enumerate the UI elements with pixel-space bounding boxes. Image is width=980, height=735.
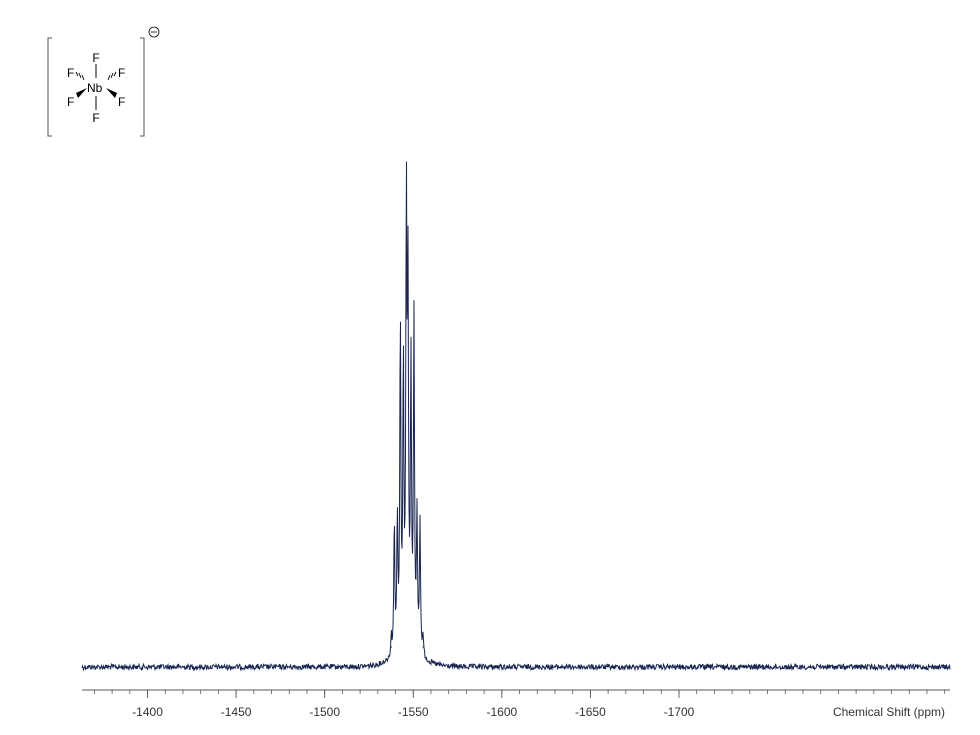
left-bracket bbox=[47, 37, 52, 137]
x-axis-major-ticks: -1400 -1450 -1500 -1550 -1600 -1650 -1700 bbox=[132, 690, 695, 719]
bond-upper-left-hashed bbox=[75, 71, 85, 81]
ligand-upper-right: F bbox=[118, 66, 125, 80]
ligand-lower-right: F bbox=[118, 95, 125, 109]
right-bracket bbox=[140, 37, 145, 137]
ligand-bottom: F bbox=[92, 111, 99, 125]
x-axis-tick-label: -1500 bbox=[309, 705, 340, 719]
x-axis-tick-label: -1550 bbox=[398, 705, 429, 719]
x-axis-tick-label: -1400 bbox=[132, 705, 163, 719]
bond-lower-right-wedge bbox=[106, 88, 117, 98]
charge-circle bbox=[148, 26, 160, 38]
bond-upper-right-hashed bbox=[107, 71, 117, 81]
x-axis-tick-label: -1600 bbox=[486, 705, 517, 719]
bond-lower-left-wedge bbox=[76, 88, 87, 98]
ligand-upper-left: F bbox=[67, 66, 74, 80]
x-axis-tick-label: -1650 bbox=[575, 705, 606, 719]
x-axis-tick-label: -1450 bbox=[221, 705, 252, 719]
center-atom-label: Nb bbox=[87, 81, 103, 95]
x-axis-tick-label: -1700 bbox=[664, 705, 695, 719]
spectrum-peak bbox=[422, 646, 424, 648]
ligand-lower-left: F bbox=[67, 95, 74, 109]
ligand-top: F bbox=[92, 51, 99, 65]
x-axis-minor-ticks bbox=[94, 690, 946, 694]
spectrum-trace bbox=[81, 161, 951, 672]
x-axis-title: Chemical Shift (ppm) bbox=[833, 705, 945, 719]
nbf6-structure: Nb F F F F F F bbox=[47, 26, 160, 137]
